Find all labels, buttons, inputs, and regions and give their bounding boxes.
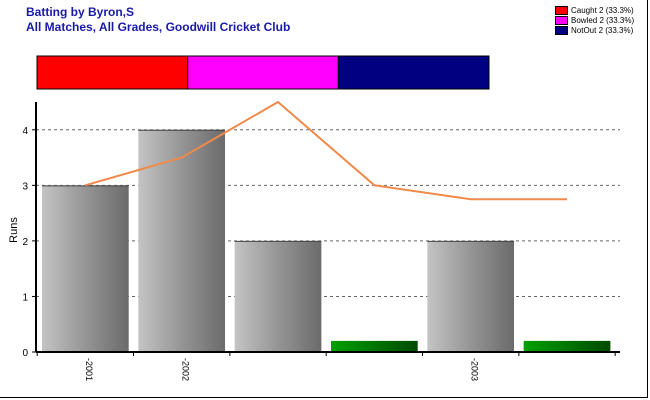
x-tick-label-1: -2002 bbox=[180, 358, 190, 381]
y-tick-label-1: 1 bbox=[22, 292, 28, 303]
y-tick-label-2: 2 bbox=[22, 237, 28, 248]
y-tick-label-3: 3 bbox=[22, 181, 28, 192]
dismissal-segment-2 bbox=[337, 55, 490, 90]
y-tick-label-4: 4 bbox=[22, 126, 28, 137]
legend: Caught 2 (33.3%) Bowled 2 (33.3%) NotOut… bbox=[555, 5, 634, 35]
average-line bbox=[85, 100, 567, 201]
y-tick-label-0: 0 bbox=[22, 348, 28, 359]
dismissal-segment-1 bbox=[187, 55, 339, 90]
x-tick-label-2: -2003 bbox=[469, 358, 479, 381]
bar-1 bbox=[138, 129, 226, 352]
legend-label-bowled: Bowled 2 (33.3%) bbox=[571, 15, 635, 25]
legend-label-notout: NotOut 2 (33.3%) bbox=[571, 25, 634, 35]
chart-subtitle: All Matches, All Grades, Goodwill Cricke… bbox=[26, 20, 291, 34]
legend-swatch-notout bbox=[555, 25, 568, 35]
bar-5 bbox=[523, 340, 611, 352]
legend-swatch-bowled bbox=[555, 15, 568, 25]
legend-label-caught: Caught 2 (33.3%) bbox=[571, 5, 634, 15]
legend-item-bowled: Bowled 2 (33.3%) bbox=[555, 15, 634, 25]
bar-3 bbox=[331, 340, 418, 352]
legend-item-notout: NotOut 2 (33.3%) bbox=[555, 25, 634, 35]
legend-swatch-caught bbox=[555, 5, 568, 15]
bar-0 bbox=[42, 185, 129, 352]
chart-title: Batting by Byron,S bbox=[26, 5, 135, 19]
x-tick-label-0: -2001 bbox=[84, 358, 94, 381]
bar-2 bbox=[234, 240, 322, 352]
legend-item-caught: Caught 2 (33.3%) bbox=[555, 5, 634, 15]
bar-4 bbox=[427, 240, 515, 352]
y-axis-title: Runs bbox=[8, 217, 20, 243]
dismissal-segment-0 bbox=[36, 55, 189, 90]
